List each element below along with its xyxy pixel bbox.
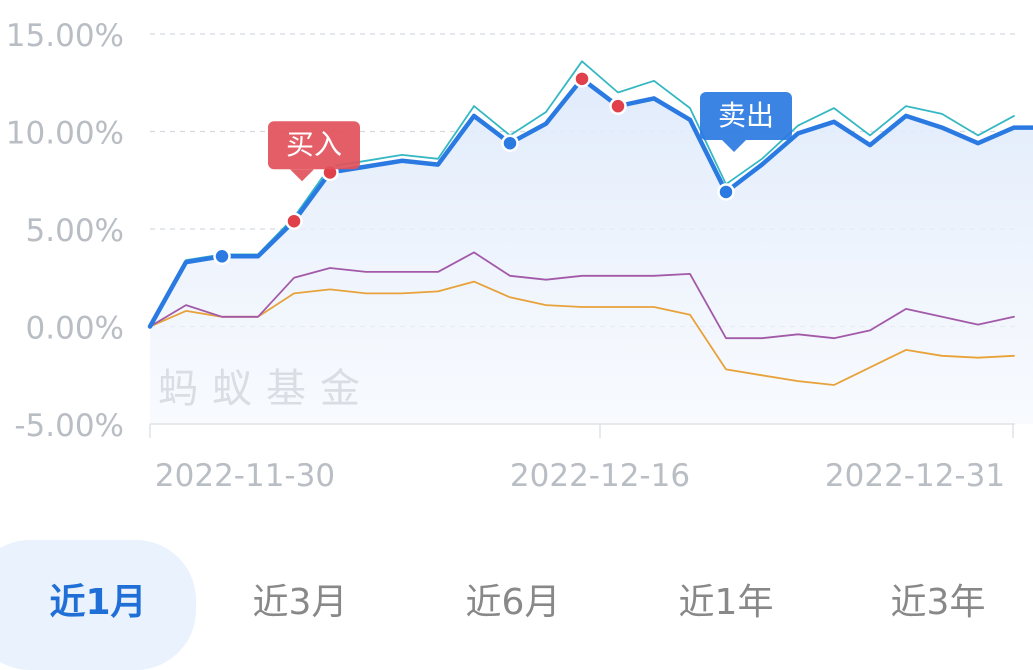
tab-1-year[interactable]: 近1年 (626, 540, 826, 652)
tab-label: 近1月 (49, 582, 147, 623)
tab-6-months[interactable]: 近6月 (413, 540, 613, 652)
tab-label: 近3年 (890, 582, 986, 623)
x-tick-label: 2022-11-30 (155, 458, 335, 494)
y-tick-label: 10.00% (6, 116, 124, 152)
x-tick-label: 2022-12-16 (510, 458, 690, 494)
y-tick-label: 0.00% (26, 311, 124, 347)
tab-label: 近3月 (252, 582, 348, 623)
trade-marker-buy (285, 212, 303, 230)
series-lines (147, 60, 1033, 386)
y-tick-label: -5.00% (14, 408, 124, 444)
period-tabs: 近1月 近3月 近6月 近1年 近3年 (0, 540, 1033, 670)
trade-marker-sell (501, 134, 519, 152)
series-line-3 (149, 280, 1015, 386)
callout-pointer (290, 169, 314, 182)
callout-sell: 卖出 (700, 91, 792, 152)
trade-marker-buy (573, 70, 591, 88)
trade-marker-buy-range (213, 247, 231, 266)
tab-3-months[interactable]: 近3月 (200, 540, 400, 652)
series-line-2 (149, 251, 1015, 340)
y-axis-ticks: 15.00% 10.00% 5.00% 0.00% -5.00% (6, 18, 124, 444)
callout-box (700, 91, 792, 140)
trade-markers (213, 70, 735, 266)
active-tab-highlight (0, 540, 196, 670)
tab-label: 近1年 (678, 582, 774, 623)
callout-box (268, 121, 360, 170)
watermark-text: 蚂蚁基金 (158, 366, 374, 412)
trade-callouts: 买入 卖出 (268, 91, 792, 182)
x-tick-label: 2022-12-31 (825, 458, 1005, 494)
tab-1-month[interactable]: 近1月 (0, 540, 196, 670)
callout-label: 卖出 (718, 99, 774, 132)
y-tick-label: 5.00% (26, 213, 124, 249)
series-line-0 (147, 76, 1033, 329)
tab-3-years[interactable]: 近3年 (838, 540, 1033, 652)
area-fill (150, 78, 1033, 424)
main-series-area (150, 78, 1033, 424)
tab-label: 近6月 (465, 582, 561, 623)
trade-marker-buy (609, 97, 627, 115)
callout-label: 买入 (286, 128, 342, 161)
x-axis: 2022-11-30 2022-12-16 2022-12-31 (149, 423, 1015, 494)
y-tick-label: 15.00% (6, 18, 124, 54)
fund-performance-chart: 蚂蚁基金 买入 卖出 15.00% 10.00% 5.00% 0.00% -5.00% 2… (6, 18, 1033, 494)
trade-marker-sell (717, 183, 735, 201)
callout-pointer (722, 139, 746, 152)
callout-buy: 买入 (268, 121, 360, 182)
